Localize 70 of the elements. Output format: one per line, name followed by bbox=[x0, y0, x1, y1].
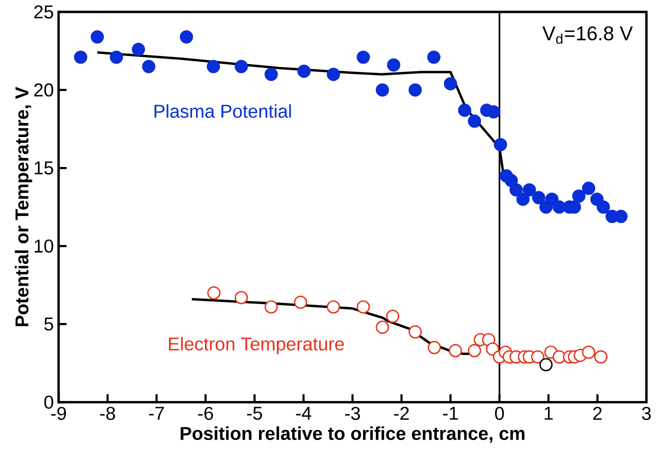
y-tick-label: 20 bbox=[34, 84, 54, 97]
point bbox=[444, 77, 458, 91]
point bbox=[468, 344, 482, 358]
point bbox=[206, 60, 220, 74]
x-tick-label: -1 bbox=[443, 407, 458, 420]
point bbox=[596, 200, 610, 214]
x-tick-label: -4 bbox=[296, 407, 312, 420]
point bbox=[207, 286, 221, 300]
point bbox=[326, 68, 340, 82]
point bbox=[234, 291, 248, 304]
point bbox=[180, 30, 194, 44]
point bbox=[582, 346, 596, 359]
point bbox=[594, 350, 608, 364]
point bbox=[326, 300, 340, 314]
point bbox=[90, 30, 104, 44]
x-tick-label: 1 bbox=[544, 407, 553, 420]
point bbox=[386, 310, 400, 324]
point bbox=[572, 190, 586, 203]
x-tick-label: -5 bbox=[247, 407, 262, 420]
x-tick-label: -2 bbox=[394, 406, 409, 420]
y-tick-label: 5 bbox=[44, 318, 54, 331]
x-tick-label: -6 bbox=[198, 406, 213, 420]
point bbox=[582, 182, 596, 196]
point bbox=[264, 300, 278, 314]
point bbox=[408, 84, 422, 97]
point bbox=[428, 341, 441, 354]
series-label: Electron Temperature bbox=[169, 337, 344, 354]
point bbox=[545, 192, 559, 206]
point bbox=[458, 104, 472, 118]
point bbox=[142, 60, 156, 74]
point bbox=[504, 174, 518, 188]
point bbox=[531, 350, 544, 364]
point bbox=[294, 296, 308, 310]
x-axis-title: Position relative to orifice entrance, cm bbox=[180, 426, 524, 443]
x-tick-label: -8 bbox=[100, 406, 116, 420]
point bbox=[408, 325, 422, 339]
x-tick-label: -3 bbox=[345, 406, 360, 420]
point bbox=[376, 320, 390, 334]
point bbox=[234, 60, 248, 74]
x-tick-label: 3 bbox=[642, 406, 651, 420]
annotation: V$_{d}$=16.8 V bbox=[542, 26, 633, 44]
y-tick-label: 15 bbox=[34, 162, 54, 175]
point bbox=[110, 50, 124, 64]
point bbox=[427, 50, 440, 64]
series-label: Plasma Potential bbox=[154, 104, 291, 118]
point bbox=[356, 50, 370, 64]
x-tick-label: -9 bbox=[51, 406, 66, 420]
y-axis-title: Potential or Temperature, V bbox=[14, 86, 32, 326]
point bbox=[468, 114, 482, 128]
y-tick-label: 0 bbox=[44, 396, 54, 409]
point bbox=[132, 42, 146, 56]
point bbox=[74, 50, 88, 64]
x-tick-label: 0 bbox=[495, 406, 504, 420]
y-tick-label: 10 bbox=[34, 240, 54, 253]
point bbox=[494, 138, 508, 152]
point bbox=[356, 300, 370, 314]
point bbox=[532, 191, 546, 204]
point bbox=[516, 192, 530, 206]
point bbox=[448, 344, 462, 358]
x-tick-label: -7 bbox=[149, 407, 164, 420]
x-tick-label: 2 bbox=[593, 406, 602, 420]
point bbox=[376, 84, 390, 97]
point bbox=[264, 68, 278, 82]
point bbox=[539, 358, 553, 372]
point bbox=[552, 200, 566, 214]
point bbox=[510, 183, 523, 197]
point bbox=[297, 64, 311, 78]
y-tick-label: 25 bbox=[34, 6, 54, 19]
point bbox=[522, 183, 536, 197]
point bbox=[387, 58, 400, 72]
